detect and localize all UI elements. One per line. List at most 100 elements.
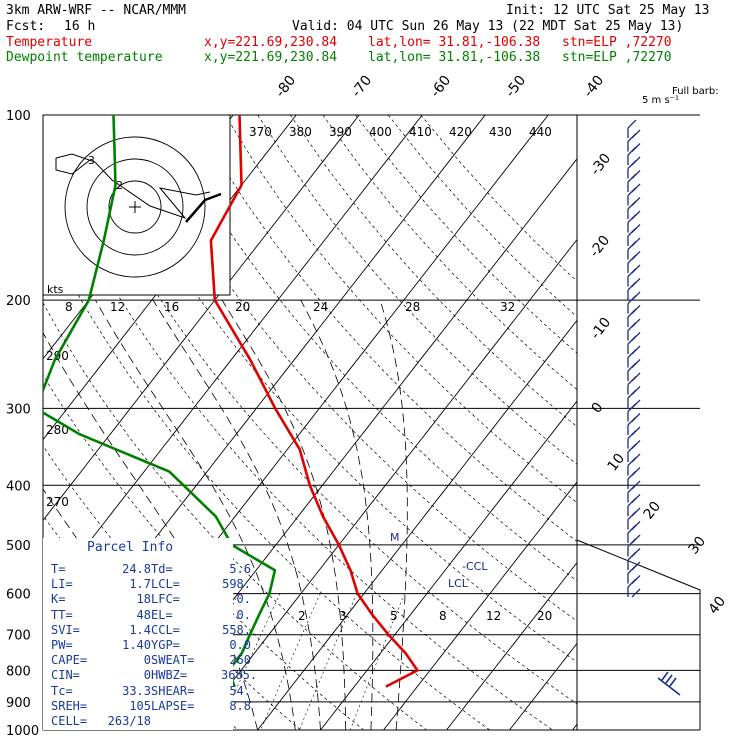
parcel-info-value: 598. (222, 577, 251, 592)
pressure-tick-label: 200 (6, 294, 31, 309)
isotherm-line (194, 238, 577, 730)
parcel-info-value: 558. (222, 622, 251, 637)
isotherm-line (320, 400, 577, 730)
pressure-tick-label: 100 (6, 109, 31, 124)
parcel-info-key: LCL= (151, 577, 180, 592)
parcel-info-panel: Parcel Info T= 24.8 Td= 5.6 LI= 1.7 LCL= 598. K=… (43, 538, 257, 730)
hodograph-speed-label: 16 (164, 300, 179, 314)
parcel-info-value: 0 (143, 653, 151, 668)
theta-label: 380 (289, 125, 312, 139)
hodograph-speed-label: 20 (235, 300, 250, 314)
pressure-tick-label: 1000 (6, 724, 39, 739)
mixing-ratio-label: 8 (439, 609, 447, 623)
isotherm-line (43, 115, 297, 441)
theta-label: 420 (449, 125, 472, 139)
parcel-info-value: 33.3 (122, 683, 151, 698)
temperature-latlon: lat,lon= 31.81,-106.38 (368, 35, 541, 50)
theta-label: 410 (409, 125, 432, 139)
parcel-info-value: 3685. (221, 668, 258, 683)
theta-label: 440 (529, 125, 552, 139)
isotherm-label: -50 (503, 73, 530, 101)
dry-adiabat-line (257, 115, 577, 465)
dry-adiabat-line (322, 115, 577, 391)
parcel-info-key: SREH= (51, 698, 88, 713)
isotherm-label: 20 (641, 499, 665, 523)
dry-adiabat-line (43, 226, 490, 730)
hodograph-center-icon (129, 201, 141, 213)
isotherm-label: 0 (589, 400, 607, 417)
parcel-info-value: 1.40 (122, 638, 151, 652)
parcel-info-value: 8.8 (229, 698, 251, 713)
moist-adiabat-line (221, 299, 347, 730)
hodograph-speed-label: 32 (500, 300, 515, 314)
hodograph-speed-label: 28 (405, 300, 420, 314)
parcel-info-key: T= (51, 562, 66, 576)
parcel-info-title: Parcel Info (87, 540, 174, 555)
wind-barbs (627, 119, 681, 696)
parcel-info-key: SHEAR= (151, 683, 195, 698)
isotherm-label: -40 (581, 73, 608, 101)
forecast-hour: 16 h (64, 19, 96, 34)
parcel-info-value: 24.8 (122, 562, 151, 576)
pressure-tick-label: 800 (6, 664, 31, 679)
isotherm-label: -20 (587, 233, 614, 261)
dewpoint-latlon: lat,lon= 31.81,-106.38 (368, 50, 541, 65)
hodograph-ring (86, 158, 184, 256)
pressure-tick-label: 700 (6, 629, 31, 644)
isotherm-line (383, 481, 577, 730)
parcel-info-value: 18 (136, 592, 151, 607)
parcel-info-key: SVI= (51, 622, 80, 637)
hodograph-speed-label: 8 (65, 300, 73, 314)
dry-adiabat-line (290, 115, 577, 428)
parcel-info-value: 263/18 (107, 714, 151, 728)
parcel-info-key: PW= (51, 638, 73, 652)
hodograph-speed-label: 12 (110, 300, 125, 314)
isotherm-line (446, 561, 577, 730)
parcel-info-key: TT= (51, 607, 73, 622)
mixing-ratio-line (299, 593, 357, 730)
dewpoint-legend: Dewpoint temperature (6, 50, 163, 65)
dry-adiabat-line (94, 115, 577, 663)
plot-frame-right (576, 115, 701, 730)
isotherm-line (572, 723, 577, 730)
dry-adiabat-line (43, 147, 553, 730)
parcel-info-value: 48 (136, 607, 151, 622)
dry-adiabat-line (387, 115, 577, 318)
pressure-tick-label: 600 (6, 588, 31, 603)
isotherm-label: 40 (706, 594, 730, 618)
hodograph-speed-label: 24 (313, 300, 328, 314)
temperature-xy: x,y=221.69,230.84 (204, 35, 338, 50)
init-time: Init: 12 UTC Sat 25 May 13 (506, 3, 710, 18)
parcel-info-value: 0.0 (229, 638, 251, 652)
parcel-info-key: HWBZ= (151, 668, 188, 683)
mixing-ratio-line (349, 593, 405, 730)
moist-adiabat-line (300, 299, 374, 730)
isotherm-label: 10 (605, 451, 629, 475)
mixing-ratio-label: 12 (486, 609, 501, 623)
parcel-info-key: LI= (51, 577, 73, 592)
parcel-info-value: 260 (229, 653, 251, 668)
dewpoint-station: stn=ELP ,72270 (562, 50, 672, 65)
pressure-tick-label: 900 (6, 696, 31, 711)
dry-adiabat-line (224, 115, 577, 504)
parcel-info-key: SWEAT= (151, 653, 195, 668)
hodograph-trace (185, 192, 222, 223)
hodograph-ring (108, 180, 162, 234)
wind-barb-icon (627, 578, 641, 598)
dewpoint-trace (43, 115, 277, 688)
isotherm-line (43, 115, 360, 522)
parcel-info-value: 1.7 (129, 577, 151, 592)
sounding-traces (43, 115, 419, 688)
dry-adiabat-line (159, 115, 577, 582)
mixing-ratio-label: 5 (390, 609, 398, 623)
mixing-ratio-label: 20 (537, 609, 552, 623)
isotherm-label: 30 (686, 534, 710, 558)
dry-adiabat-line (420, 115, 577, 282)
theta-label: 430 (489, 125, 512, 139)
isotherm-label: -30 (588, 151, 615, 179)
theta-label: 370 (249, 125, 272, 139)
theta-label: 400 (369, 125, 392, 139)
dry-adiabat-line (192, 115, 577, 542)
parcel-info-value: 0. (236, 592, 251, 607)
